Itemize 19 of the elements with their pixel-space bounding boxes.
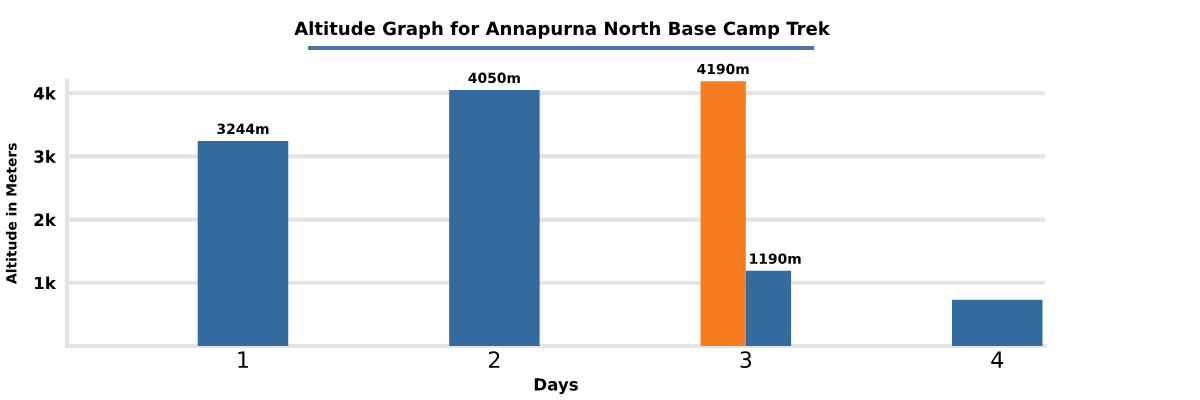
bar: [197, 140, 289, 346]
y-axis-title: Altitude in Meters: [5, 143, 17, 284]
y-tick-label: 4k: [33, 86, 57, 100]
x-tick-label: 3: [740, 351, 752, 369]
y-tick-label: 2k: [34, 213, 57, 226]
data-label: 4050m: [468, 72, 520, 84]
data-label: 3244m: [217, 123, 269, 135]
chart-title: Altitude Graph for Annapurna North Base Camp Trek: [294, 21, 831, 39]
data-label: 4190m: [697, 63, 749, 75]
x-tick-label: 1: [238, 351, 249, 368]
data-label: 1190m: [750, 253, 801, 264]
bar: [951, 299, 1043, 346]
y-tick-label: 3k: [34, 150, 57, 163]
x-tick-label: 2: [488, 351, 500, 368]
bar: [449, 89, 540, 346]
x-tick-label: 4: [991, 351, 1004, 368]
y-tick-label: 1k: [35, 276, 57, 290]
bar: [700, 81, 746, 346]
x-axis-title: Days: [534, 378, 578, 395]
